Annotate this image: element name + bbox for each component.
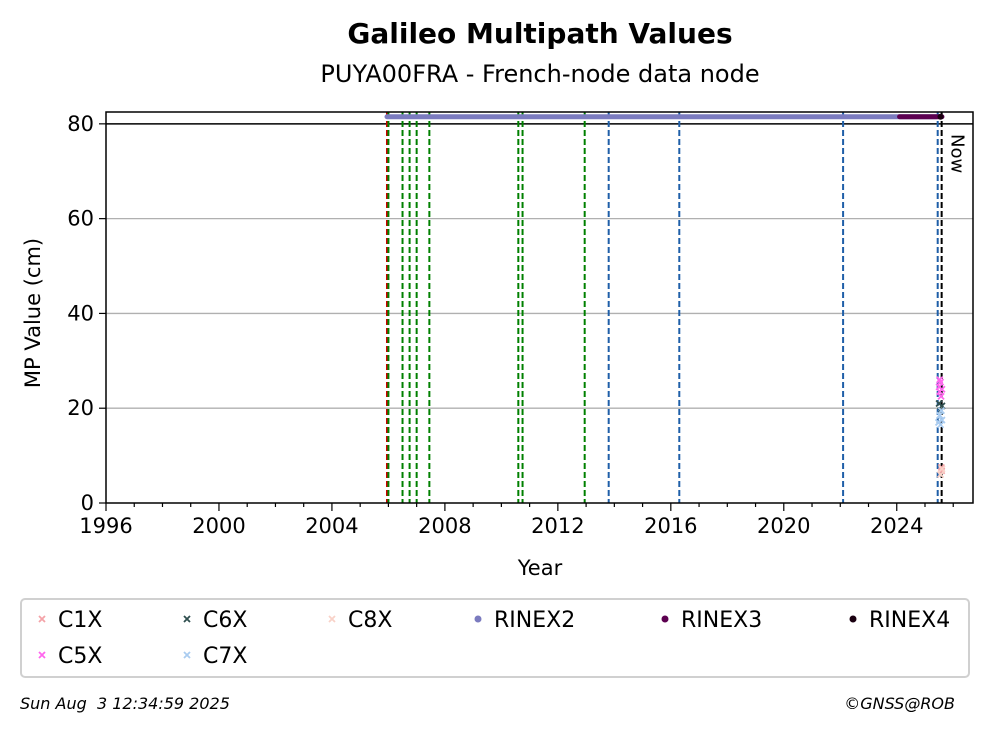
y-tick-label: 80 [67,112,94,136]
now-label: Now [947,134,968,173]
legend-label-c1x: C1X [58,608,102,633]
x-tick-label: 2012 [531,514,584,538]
point-c7x [936,421,945,429]
legend-marker-c5x [38,651,46,659]
point-rinex4 [937,113,944,120]
legend-label-rinex2: RINEX2 [494,608,575,633]
y-tick-label: 40 [67,301,94,325]
point-c5x [936,376,944,384]
chart-subtitle: PUYA00FRA - French-node data node [320,60,759,88]
footer-credit: ©GNSS@ROB [844,694,955,713]
x-tick-label: 2008 [418,514,471,538]
legend-marker-rinex2 [474,615,482,623]
point-c5x [937,392,945,401]
y-tick-label: 20 [67,396,94,420]
legend-marker-c8x [328,615,336,623]
point-c7x [938,416,946,424]
legend-label-c8x: C8X [348,608,392,633]
legend-marker-c6x [183,615,191,623]
point-c5x [938,385,946,393]
legend: C1X C6X C8X RINEX2 RINEX3 RINEX4 C5X C7X [38,608,950,669]
plot-area: 1996 2000 2004 2008 2012 2016 2020 2024 0 20 40 60 8… [67,111,974,538]
legend-label-c6x: C6X [203,608,247,633]
chart-title: Galileo Multipath Values [347,17,732,50]
x-tick-label: 2000 [192,514,245,538]
x-axis-label: Year [517,556,563,580]
point-c7x [936,411,944,419]
legend-marker-rinex4 [849,615,857,623]
x-tick-label: 1996 [79,514,132,538]
y-tick-label: 60 [67,207,94,231]
point-c7x [937,406,946,415]
legend-label-c7x: C7X [203,644,247,669]
y-tick-label: 0 [81,491,94,515]
point-c8x [936,470,945,479]
x-tick-label: 2020 [757,514,810,538]
legend-marker-rinex3 [661,615,669,623]
x-tick-label: 2024 [870,514,923,538]
plot-frame [105,111,974,504]
footer-timestamp: Sun Aug 3 12:34:59 2025 [20,694,230,713]
point-c8x [938,465,946,473]
y-axis-label: MP Value (cm) [21,238,45,388]
legend-label-rinex4: RINEX4 [869,608,950,633]
legend-marker-c7x [183,651,191,659]
legend-label-c5x: C5X [58,644,102,669]
legend-label-rinex3: RINEX3 [681,608,762,633]
legend-box [20,598,970,678]
x-tick-label: 2016 [644,514,697,538]
x-tick-label: 2004 [305,514,358,538]
legend-marker-c1x [38,615,46,623]
